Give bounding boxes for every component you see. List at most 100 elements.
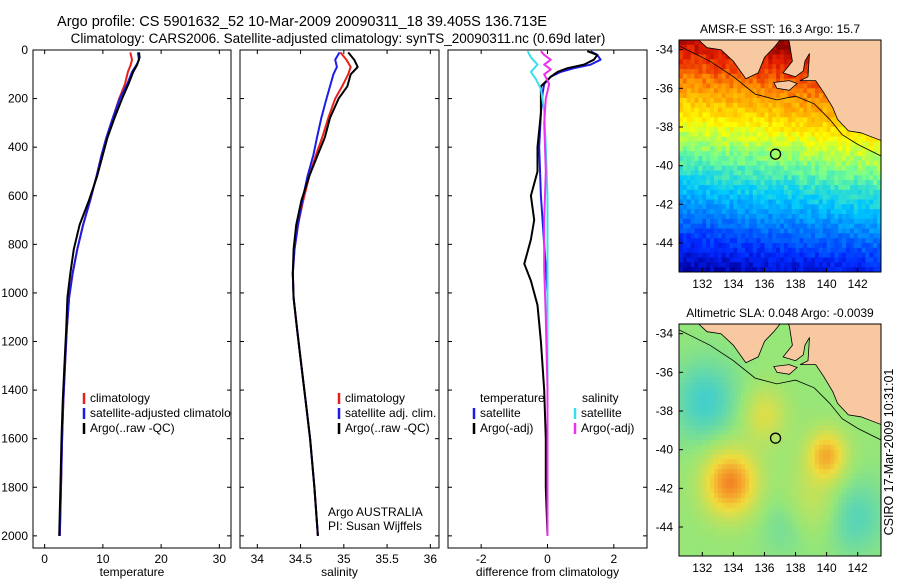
sla_map-cell [783, 464, 789, 470]
sla_map-cell [764, 454, 769, 460]
sst_map-cell [741, 112, 746, 118]
sst_map-cell [706, 238, 711, 244]
sla_map-cell [756, 386, 762, 393]
sla_map-cell [849, 527, 855, 533]
sla_map-cell [776, 498, 781, 504]
sla_map-cell [733, 348, 738, 354]
sla_map-cell [791, 440, 797, 446]
sst_map-cell [772, 131, 777, 138]
sla_map-cell [679, 382, 684, 388]
sla_map-cell [814, 527, 820, 533]
sst_map-cell [861, 170, 867, 176]
sla_map-cell [698, 338, 703, 344]
sla_map-cell [826, 531, 832, 538]
sla_map-cell [830, 440, 835, 446]
sla_map-cell [706, 440, 711, 446]
sla_map-cell [682, 377, 688, 383]
sst_map-cell [725, 243, 731, 249]
sla_map-cell [838, 415, 843, 422]
sst_map-cell [780, 107, 785, 114]
sla_map-cell [745, 435, 750, 441]
sla_map-cell [694, 531, 700, 538]
sla_map-cell [710, 507, 715, 514]
sla_map-cell [694, 420, 700, 427]
sst_map-cell [768, 170, 773, 176]
sst_map-cell [721, 146, 727, 152]
sst_map-cell [807, 262, 812, 268]
sst_map-cell [698, 267, 703, 272]
sla_map-cell [713, 382, 719, 388]
sst_map-cell [756, 131, 762, 138]
sla_map-cell [717, 435, 723, 441]
sla_map-cell [725, 527, 731, 533]
sst_map-cell [748, 165, 754, 172]
sla_map-cell [729, 478, 734, 485]
sst_map-cell [713, 170, 719, 176]
sla_map-cell [838, 444, 843, 451]
sst_map-cell [717, 156, 723, 162]
sla_map-cell [679, 531, 684, 538]
sst_map-cell [869, 204, 874, 210]
sst_map-cell [698, 107, 703, 114]
sst_map-cell [702, 54, 707, 60]
sla_map-cell [694, 449, 700, 456]
sst_map-cell [795, 175, 801, 181]
sst_map-cell [772, 267, 777, 272]
sst_map-cell [733, 214, 738, 220]
sla_map-cell [745, 507, 750, 514]
sla_map-cell [783, 517, 789, 523]
sla_map-cell [725, 454, 731, 460]
sla_map-cell [729, 507, 734, 514]
sst_map-cell [752, 214, 758, 220]
sla_map-cell [748, 527, 754, 533]
sst_map-cell [772, 209, 777, 215]
sla_map-cell [873, 527, 878, 533]
sst_map-cell [706, 160, 711, 167]
sst_map-cell [686, 257, 692, 263]
sst_map-cell [702, 78, 707, 85]
sst_map-cell [814, 180, 820, 186]
sla_map-cell [737, 483, 742, 489]
sst_map-cell [725, 107, 731, 114]
sst_map-cell [818, 93, 824, 99]
sla_map-cell [690, 396, 696, 402]
sst_map-cell [853, 267, 859, 272]
sst_map-cell [682, 257, 688, 263]
sla_map-cell [853, 498, 859, 504]
sla_map-cell [682, 357, 688, 364]
sla_map-cell [710, 469, 715, 475]
sla_map-cell [745, 478, 750, 485]
sla_map-cell [783, 333, 789, 340]
sst_map-cell [737, 141, 742, 147]
sla_map-cell [772, 478, 777, 485]
sla_map-cell [842, 502, 847, 509]
sla_map-cell [818, 483, 824, 489]
sla_map-cell [679, 377, 684, 383]
sla_map-cell [679, 324, 684, 330]
sla_map-cell [752, 493, 758, 499]
sst_map-cell [717, 122, 723, 128]
sst_map-cell [745, 136, 750, 143]
sla_map-cell [807, 435, 812, 441]
sla_map-cell [717, 348, 723, 354]
sst_map-cell [834, 204, 839, 210]
salinity-xtick-label: 34.5 [289, 552, 313, 566]
sst_map-cell [768, 88, 773, 94]
sst_map-cell [710, 165, 715, 172]
sst_map-cell [764, 165, 769, 172]
sst_map-cell [725, 223, 731, 230]
sst_map-cell [857, 151, 863, 157]
sst_map-cell [756, 88, 762, 94]
sla_map-cell [780, 348, 785, 354]
sst_map-cell [729, 141, 734, 147]
sla_map-cell [764, 488, 769, 494]
sst_map-cell [694, 267, 700, 272]
sla_map-cell [679, 353, 684, 359]
sst_map-cell [690, 151, 696, 157]
sla_map-cell [791, 425, 797, 431]
sla_map-cell [780, 420, 785, 427]
sst_map-cell [706, 93, 711, 99]
sst_map-cell [846, 199, 851, 205]
sst_map-cell [706, 247, 711, 254]
sst_map-cell [814, 175, 820, 181]
